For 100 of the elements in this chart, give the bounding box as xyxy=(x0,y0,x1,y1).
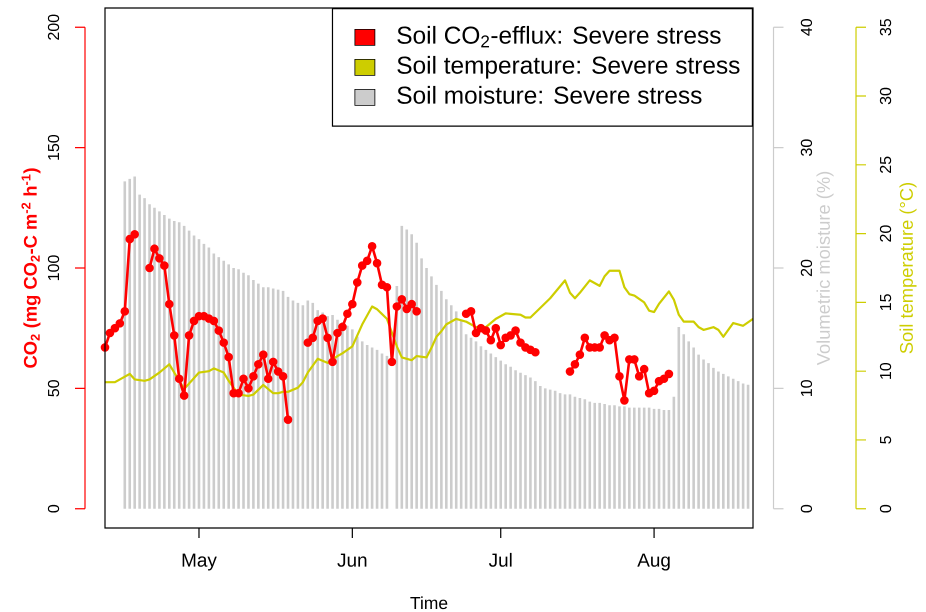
bar xyxy=(499,360,502,509)
bar xyxy=(742,384,744,509)
bar xyxy=(370,347,374,509)
bar xyxy=(380,353,384,509)
legend-label: Soil moisture: Severe stress xyxy=(397,86,702,104)
bar xyxy=(490,353,492,509)
y-tick-label: 50 xyxy=(48,380,60,397)
bar xyxy=(603,404,606,509)
bar xyxy=(736,381,740,509)
text: CO$_{2}$ (mg CO$_{2}$-C m$^{-2}$ h$^{-1}$) xyxy=(21,168,41,368)
bar xyxy=(346,326,349,509)
bar xyxy=(712,368,715,509)
x-tick-label: Jun xyxy=(337,554,366,567)
bar xyxy=(584,399,586,509)
x-axis-title: Time xyxy=(410,596,448,610)
bar xyxy=(578,398,582,509)
bar xyxy=(692,347,695,509)
bar xyxy=(425,268,428,509)
bar xyxy=(544,388,547,509)
bar xyxy=(707,363,710,509)
y2-tick-label: 30 xyxy=(800,139,812,156)
bar xyxy=(539,386,542,509)
y-tick-label: 150 xyxy=(48,134,60,160)
bar xyxy=(143,198,146,509)
bar xyxy=(484,350,488,509)
y3-tick-label: 15 xyxy=(880,294,892,310)
x-tick-label: Jul xyxy=(488,552,512,567)
bar xyxy=(588,402,592,509)
bar xyxy=(138,194,141,509)
bar xyxy=(420,258,423,509)
y2-tick-label: 40 xyxy=(800,19,812,36)
bar xyxy=(386,356,388,509)
bar xyxy=(598,402,601,509)
bar xyxy=(697,354,700,509)
bar xyxy=(366,345,368,509)
y3-tick-label: 25 xyxy=(880,156,892,173)
bar xyxy=(440,290,443,509)
y-tick-label: 100 xyxy=(48,255,60,280)
bar xyxy=(648,408,650,509)
bar xyxy=(360,341,364,509)
bar xyxy=(628,408,631,509)
x-tick-label: Aug xyxy=(637,554,670,571)
bar xyxy=(454,311,458,509)
bar xyxy=(638,408,641,509)
bar xyxy=(722,374,725,509)
bar xyxy=(678,326,680,509)
y-tick-label: 200 xyxy=(48,14,60,40)
bar xyxy=(682,334,686,509)
bar xyxy=(474,341,478,509)
x-tick-label: May xyxy=(182,554,217,571)
y2-tick-label: 10 xyxy=(800,380,812,396)
bar xyxy=(494,357,498,509)
y3-tick-label: 20 xyxy=(880,225,892,242)
bar xyxy=(509,366,512,509)
y-tick-label: 0 xyxy=(48,504,60,513)
bar xyxy=(351,329,354,509)
bar xyxy=(717,372,720,509)
y2-tick-label: 20 xyxy=(800,260,812,276)
bar xyxy=(642,408,646,509)
bar xyxy=(504,364,507,509)
bar xyxy=(534,381,537,509)
bar xyxy=(435,284,438,509)
bar xyxy=(450,305,453,509)
bar xyxy=(464,334,468,509)
y3-tick-label: 30 xyxy=(880,88,892,104)
bar xyxy=(726,376,730,509)
bar xyxy=(613,405,616,509)
bar xyxy=(668,410,670,509)
y2-tick-label: 0 xyxy=(800,504,812,513)
bar xyxy=(356,336,359,509)
bar xyxy=(445,299,448,509)
bar xyxy=(514,370,517,509)
y3-axis-title: Soil temperature (°C) xyxy=(899,182,917,354)
y3-tick-label: 10 xyxy=(880,362,892,379)
bar xyxy=(702,359,705,509)
bar xyxy=(524,375,527,509)
legend-label: Soil temperature: Severe stress xyxy=(397,56,740,79)
bar xyxy=(593,402,596,509)
bar xyxy=(296,302,300,509)
bar xyxy=(302,305,304,509)
bar xyxy=(672,396,676,509)
bar xyxy=(658,408,660,509)
y3-tick-label: 0 xyxy=(880,504,892,513)
bar xyxy=(548,390,552,509)
bar xyxy=(608,405,611,509)
bar xyxy=(652,408,656,509)
bar xyxy=(746,384,750,509)
bar xyxy=(480,346,482,509)
y3-tick-label: 35 xyxy=(880,19,892,36)
bar xyxy=(662,410,666,509)
bar xyxy=(519,372,522,509)
y3-tick-label: 5 xyxy=(880,436,892,444)
bar xyxy=(292,300,294,509)
bar xyxy=(470,338,472,509)
bar xyxy=(558,393,562,509)
bar xyxy=(732,378,735,509)
bar xyxy=(529,378,532,509)
bar xyxy=(376,350,378,509)
bar xyxy=(564,394,566,509)
bar xyxy=(554,390,556,509)
